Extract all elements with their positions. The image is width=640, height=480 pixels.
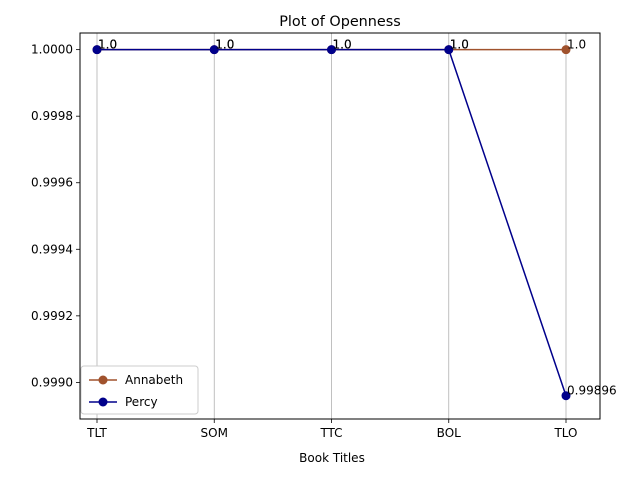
percy-data-label: 1.0 <box>215 38 234 52</box>
ticks-layer: TLT SOM TTC BOL TLO 0.9990 0.9992 0.9994 0.9996 0… <box>31 43 578 440</box>
x-axis-label: Book Titles <box>299 451 365 465</box>
legend-label-percy: Percy <box>125 395 158 409</box>
annabeth-data-label: 1.0 <box>333 38 352 52</box>
percy-data-point <box>444 45 454 55</box>
annabeth-data-label: 1.0 <box>450 38 469 52</box>
percy-data-point <box>209 45 219 55</box>
plot-frame <box>79 32 601 420</box>
y-tick-label: 0.9990 <box>31 375 73 389</box>
percy-data-label: 1.0 <box>450 38 469 52</box>
legend-label-annabeth: Annabeth <box>125 373 183 387</box>
grid-layer <box>96 33 567 419</box>
series-layer <box>92 45 571 401</box>
x-tick-label: SOM <box>201 426 228 440</box>
x-tick-label: TLO <box>553 426 577 440</box>
x-tick-label: BOL <box>437 426 461 440</box>
annabeth-data-label: 1.0 <box>215 38 234 52</box>
percy-data-label: 1.0 <box>333 38 352 52</box>
percy-data-point <box>327 45 336 55</box>
legend-swatch-marker-percy <box>98 397 108 407</box>
y-tick-label: 1.0000 <box>31 43 73 57</box>
annabeth-data-point <box>561 45 571 55</box>
data-labels-layer: 1.0 1.0 1.0 1.0 1.01.0 1.0 1.0 1.00.99896 <box>98 38 617 398</box>
percy-data-label: 1.0 <box>98 38 117 52</box>
percy-data-point <box>561 391 571 401</box>
annabeth-data-label: 1.0 <box>98 38 117 52</box>
y-tick-label: 0.9996 <box>31 176 73 190</box>
percy-data-point <box>92 45 102 55</box>
legend: Annabeth Percy <box>80 365 199 415</box>
percy-data-label: 0.99896 <box>567 384 617 398</box>
y-tick-label: 0.9998 <box>31 109 73 123</box>
x-tick-label: TLT <box>86 426 107 440</box>
y-tick-label: 0.9992 <box>31 309 73 323</box>
axes-layer <box>79 32 601 420</box>
annabeth-data-label: 1.0 <box>567 38 586 52</box>
x-tick-label: TTC <box>319 426 342 440</box>
chart-title: Plot of Openness <box>279 14 401 30</box>
y-tick-label: 0.9994 <box>31 242 73 256</box>
legend-swatch-marker-annabeth <box>98 375 108 385</box>
